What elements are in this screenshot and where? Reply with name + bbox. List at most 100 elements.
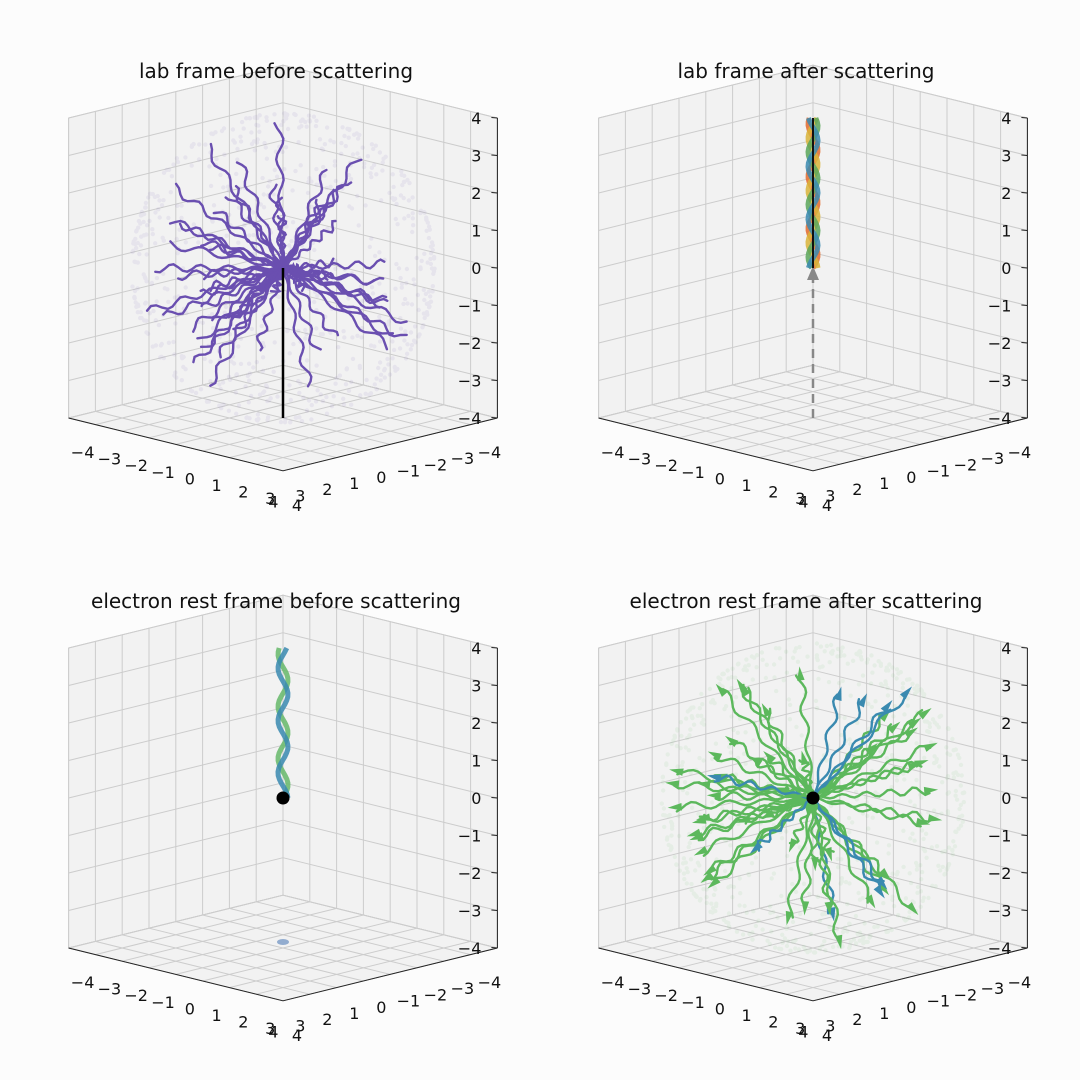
cloud-point	[378, 372, 384, 377]
cloud-point	[669, 833, 674, 838]
cloud-point	[143, 200, 149, 206]
cloud-point	[919, 869, 925, 875]
cloud-point	[957, 806, 962, 812]
cloud-point	[693, 893, 698, 898]
photon-path	[786, 797, 816, 919]
cloud-point	[928, 740, 934, 745]
electron-arrowhead	[807, 266, 819, 280]
cloud-point	[309, 417, 314, 422]
cloud-point	[261, 205, 267, 210]
cloud-point	[379, 198, 384, 203]
cloud-point	[725, 668, 730, 673]
x-tick-label: −2	[424, 985, 448, 1004]
cloud-point	[666, 813, 671, 819]
cloud-point	[132, 295, 137, 300]
photon-arrowhead	[715, 683, 728, 697]
cloud-point	[746, 663, 751, 668]
cloud-point	[901, 864, 906, 870]
cloud-point	[919, 877, 924, 882]
cloud-point	[217, 403, 223, 409]
cloud-point	[840, 678, 845, 684]
cloud-point	[674, 743, 680, 749]
cloud-point	[659, 801, 664, 806]
cloud-point	[685, 735, 690, 741]
cloud-point	[172, 373, 177, 378]
cloud-point	[410, 211, 415, 216]
cloud-point	[175, 159, 181, 165]
cloud-point	[369, 236, 374, 241]
cloud-point	[426, 289, 432, 294]
cloud-point	[940, 864, 945, 870]
x-tick-label: −1	[397, 992, 421, 1011]
cloud-point	[333, 266, 338, 271]
cloud-point	[743, 664, 748, 669]
cloud-point	[727, 744, 732, 749]
cloud-point	[234, 372, 239, 377]
photon-beam	[275, 646, 291, 800]
photon-path	[280, 267, 313, 388]
cloud-point	[835, 654, 840, 659]
photon-arrowhead	[669, 768, 684, 776]
cloud-point	[152, 194, 158, 200]
cloud-point	[158, 355, 163, 360]
cloud-point	[887, 662, 892, 667]
cloud-point	[161, 355, 166, 361]
cloud-point	[709, 901, 714, 906]
photon-arrowhead	[693, 846, 709, 856]
cloud-point	[142, 275, 148, 280]
cloud-point	[130, 284, 135, 289]
cloud-point	[211, 203, 217, 208]
cloud-point	[823, 911, 828, 916]
cloud-point	[680, 861, 686, 866]
cloud-point	[697, 755, 702, 761]
x-tick-label: −2	[424, 455, 448, 474]
cloud-point	[416, 334, 421, 339]
cloud-point	[946, 845, 952, 850]
cloud-point	[664, 761, 669, 766]
cloud-point	[858, 932, 863, 937]
x-tick-label: 4	[268, 1023, 278, 1042]
beam-strand	[805, 117, 821, 269]
cloud-point	[769, 876, 774, 881]
cloud-point	[282, 111, 288, 116]
photon-path	[721, 688, 814, 800]
beam-shadow	[277, 939, 289, 945]
z-tick-label: 3	[1001, 677, 1011, 696]
photon-arrowhead	[899, 686, 913, 700]
cloud-point	[958, 762, 964, 768]
cloud-point	[223, 304, 229, 310]
cloud-point	[894, 667, 900, 672]
cloud-point	[691, 891, 697, 896]
cloud-point	[419, 258, 424, 264]
x-tick-label: 3	[295, 1016, 305, 1035]
cloud-point	[158, 343, 164, 348]
cloud-point	[430, 284, 435, 289]
cloud-point	[144, 252, 149, 257]
cloud-point	[144, 318, 149, 323]
cloud-point	[857, 897, 863, 902]
cloud-point	[957, 755, 962, 761]
cloud-point	[173, 321, 178, 326]
photon-trajectories	[664, 666, 943, 950]
y-tick-label: −3	[98, 450, 122, 469]
cloud-point	[830, 944, 836, 950]
photon-path	[812, 796, 885, 883]
cloud-point	[135, 260, 140, 265]
electron-marker	[276, 791, 290, 805]
cloud-point	[314, 363, 319, 368]
cloud-point	[855, 931, 860, 936]
cloud-point	[933, 884, 938, 889]
cloud-point	[162, 286, 167, 291]
cloud-point	[320, 147, 326, 153]
cloud-point	[430, 243, 435, 248]
x-tick-label: −3	[451, 979, 475, 998]
cloud-point	[693, 893, 698, 899]
photon-arrowhead	[736, 814, 751, 823]
cloud-point	[264, 118, 269, 124]
cloud-point	[226, 374, 232, 379]
cloud-point	[687, 733, 692, 738]
cloud-point	[845, 929, 850, 934]
cloud-point	[822, 649, 827, 654]
cloud-point	[189, 143, 195, 148]
cloud-point	[285, 112, 290, 117]
